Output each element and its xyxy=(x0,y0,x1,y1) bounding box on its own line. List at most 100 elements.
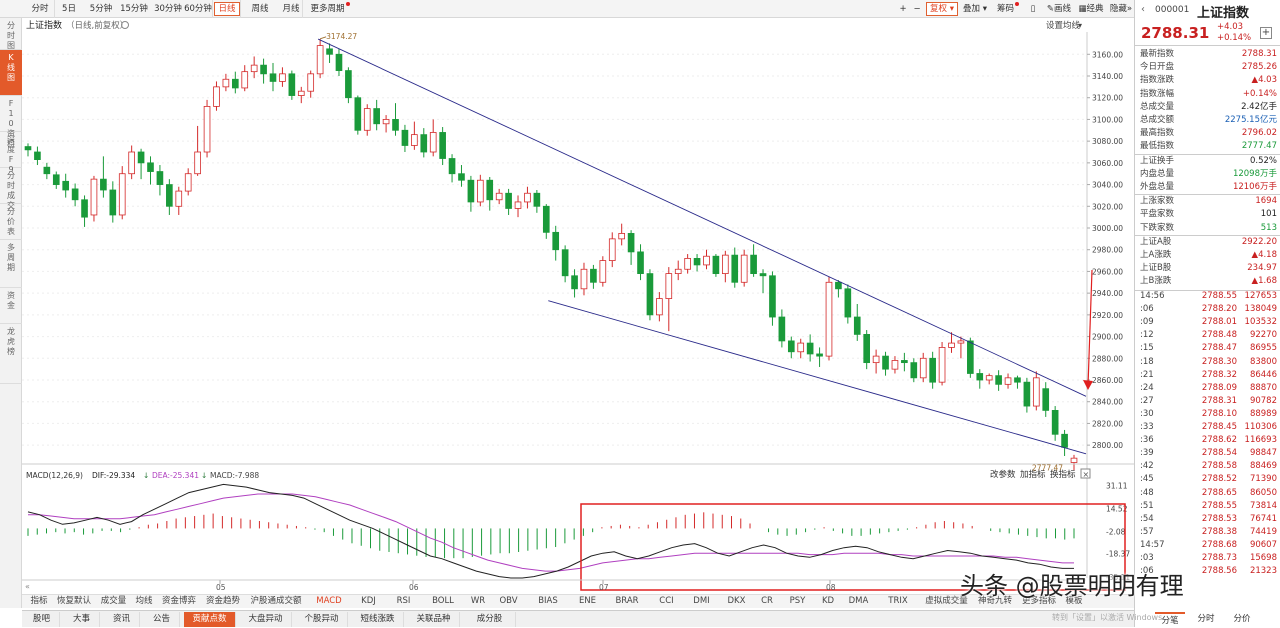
indicator-18[interactable]: DKX xyxy=(727,596,746,606)
indicator-25[interactable]: 神奇九转 xyxy=(977,596,1012,606)
indicator-4[interactable]: 资金博弈 xyxy=(161,596,196,606)
left-tab-5[interactable]: 分价表 xyxy=(0,204,22,240)
chouma-button[interactable]: 筹码 xyxy=(993,2,1023,16)
candle-body xyxy=(665,273,673,299)
quote-header: ‹ 000001 上证指数 2788.31 +4.03 +0.14% + xyxy=(1135,0,1280,46)
tick-tab-2[interactable]: 分价 xyxy=(1233,614,1251,624)
info-tab-7[interactable]: 短线涨跌 xyxy=(352,612,404,627)
period-7-button[interactable]: 周线 xyxy=(251,4,269,14)
indicator-21[interactable]: KD xyxy=(821,596,835,606)
period-2-button[interactable]: 5分钟 xyxy=(89,4,113,14)
indicator-20[interactable]: PSY xyxy=(789,596,806,606)
indicator-17[interactable]: DMI xyxy=(693,596,710,606)
indicator-22[interactable]: DMA xyxy=(848,596,869,606)
huaxian-button[interactable]: ✎画线 xyxy=(1044,2,1074,16)
stat-label: 指数涨跌 xyxy=(1140,75,1175,86)
left-tab-char: 虎 xyxy=(7,337,15,346)
tick-price: 2788.62 xyxy=(1201,435,1237,446)
period-4-button[interactable]: 30分钟 xyxy=(154,4,182,14)
info-tab-6[interactable]: 个股异动 xyxy=(296,612,348,627)
indicator-12[interactable]: OBV xyxy=(499,596,518,606)
notification-dot-icon xyxy=(1015,2,1019,6)
yincang-button[interactable]: 隐藏» xyxy=(1108,2,1134,16)
candle-body xyxy=(759,273,767,277)
gear-icon[interactable] xyxy=(121,21,129,29)
indicator-5[interactable]: 资金趋势 xyxy=(205,596,240,606)
stat-value: 1694 xyxy=(1255,196,1277,207)
stat-label: 总成交额 xyxy=(1140,115,1175,125)
indicator-14[interactable]: ENE xyxy=(578,596,597,606)
tick-time: :30 xyxy=(1140,408,1154,419)
indicator-9[interactable]: RSI xyxy=(396,596,411,606)
tick-price: 2788.10 xyxy=(1201,408,1237,419)
info-tab-0[interactable]: 股吧 xyxy=(24,612,60,627)
tick-volume: 86050 xyxy=(1249,487,1277,498)
collapse-icon[interactable]: ‹ xyxy=(1141,4,1145,15)
info-tab-8[interactable]: 关联品种 xyxy=(408,612,460,627)
indicator-6[interactable]: 沪股通成交额 xyxy=(250,596,302,606)
diejia-dropdown[interactable]: 叠加 ▾ xyxy=(960,2,990,16)
period-5-button[interactable]: 60分钟 xyxy=(184,4,212,14)
period-9-button[interactable]: 更多周期 xyxy=(306,2,354,16)
zoom-in-button[interactable]: + xyxy=(899,4,907,14)
indicator-23[interactable]: TRIX xyxy=(888,596,908,606)
ma-settings-button[interactable]: 设置均线 xyxy=(1046,20,1081,31)
indicator-0[interactable]: 指标 xyxy=(30,596,48,606)
left-tab-0[interactable]: 分时图 xyxy=(0,18,22,50)
x-month-label: 06 xyxy=(409,583,419,592)
tick-tab-1[interactable]: 分时 xyxy=(1197,614,1215,624)
left-tab-4[interactable]: 分时成交 xyxy=(0,168,22,210)
close-panel-icon[interactable] xyxy=(1080,468,1091,479)
indicator-26[interactable]: 更多指标 xyxy=(1021,596,1056,606)
candle-body xyxy=(297,90,305,96)
period-6-button[interactable]: 日线 xyxy=(214,2,240,16)
macd-control-0[interactable]: 改参数 xyxy=(990,469,1016,480)
indicator-24[interactable]: 虚拟成交量 xyxy=(925,596,968,606)
indicator-13[interactable]: BIAS xyxy=(538,596,558,606)
indicator-10[interactable]: BOLL xyxy=(432,596,454,606)
indicator-19[interactable]: CR xyxy=(761,596,773,606)
indicator-7[interactable]: MACD xyxy=(316,596,342,606)
candle-body xyxy=(260,64,267,75)
period-0-button[interactable]: 分时 xyxy=(31,4,49,14)
info-tab-5[interactable]: 大盘异动 xyxy=(240,612,292,627)
scroll-left-icon[interactable]: « xyxy=(25,582,30,591)
indicator-2[interactable]: 成交量 xyxy=(100,596,127,606)
kline-chart[interactable]: 上证指数 （日线,前复权） 设置均线▾ 2800.00 2820.00 2840.00 28… xyxy=(22,18,1134,594)
candle-body xyxy=(203,106,211,153)
info-tab-3[interactable]: 公告 xyxy=(144,612,180,627)
indicator-27[interactable]: 模板 xyxy=(1065,596,1083,606)
indicator-3[interactable]: 均线 xyxy=(135,596,153,606)
period-8-button[interactable]: 月线 xyxy=(282,4,300,14)
candle-body xyxy=(995,375,1002,385)
left-tab-8[interactable]: 龙虎榜 xyxy=(0,324,22,384)
panel-toggle-icon[interactable]: ▯ xyxy=(1030,4,1036,14)
tick-tab-0[interactable]: 分笔 xyxy=(1155,612,1185,626)
period-3-button[interactable]: 15分钟 xyxy=(120,4,148,14)
candle-body xyxy=(891,360,899,370)
indicator-16[interactable]: CCI xyxy=(659,596,674,606)
left-tab-6[interactable]: 多周期 xyxy=(0,240,22,288)
info-tab-1[interactable]: 大事 xyxy=(64,612,100,627)
macd-control-1[interactable]: 加指标 xyxy=(1020,469,1046,480)
indicator-15[interactable]: BRAR xyxy=(615,596,639,606)
info-tab-2[interactable]: 资讯 xyxy=(104,612,140,627)
add-watchlist-icon[interactable]: + xyxy=(1260,27,1272,39)
macd-control-2[interactable]: 换指标 xyxy=(1050,469,1076,480)
indicator-8[interactable]: KDJ xyxy=(361,596,376,606)
candle-body xyxy=(345,70,352,99)
left-tab-7[interactable]: 资金 xyxy=(0,288,22,324)
indicator-1[interactable]: 恢复默认 xyxy=(56,596,91,606)
jingdian-button[interactable]: ▦经典 xyxy=(1076,2,1106,16)
info-tab-9[interactable]: 成分股 xyxy=(464,612,516,627)
tick-row: :54 2788.53 76741 xyxy=(1135,513,1280,526)
fuquan-dropdown[interactable]: 复权 ▾ xyxy=(926,2,958,16)
indicator-11[interactable]: WR xyxy=(470,596,486,606)
tick-volume: 98847 xyxy=(1249,448,1277,459)
zoom-out-button[interactable]: − xyxy=(913,4,921,14)
info-tab-4[interactable]: 贡献点数 xyxy=(184,612,236,627)
period-1-button[interactable]: 5日 xyxy=(62,4,76,14)
